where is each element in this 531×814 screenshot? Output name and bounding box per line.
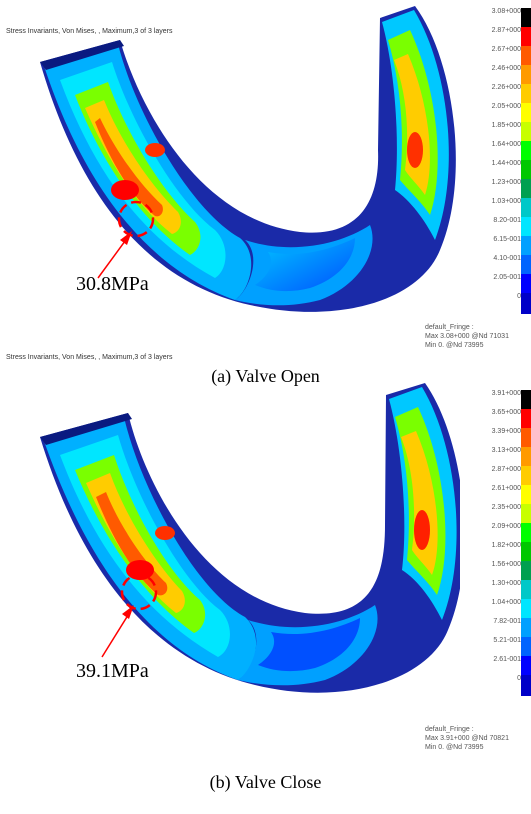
scale-row: 0 [460,675,531,696]
scale-row: 1.64+000 [460,141,531,162]
fringe-title: default_Fringe : [425,726,474,733]
scale-row: 1.82+000 [460,542,531,563]
scale-row: 5.21-001 [460,637,531,658]
scale-row: 3.65+000 [460,409,531,430]
caption: (b) Valve Close [209,772,322,792]
fringe-min: Min 0. @Nd 73995 [425,342,484,349]
plot-title: Stress Invariants, Von Mises, , Maximum,… [6,354,173,361]
annotation-marker [97,200,155,279]
scale-row: 3.91+000 [460,390,531,411]
fringe-info: default_Fringe : Max 3.91+000 @Nd 70821 … [425,725,509,752]
fringe-max: Max 3.91+000 @Nd 70821 [425,735,509,742]
plot-title: Stress Invariants, Von Mises, , Maximum,… [6,28,173,35]
fringe-max: Max 3.08+000 @Nd 71031 [425,333,509,340]
scale-row: 1.56+000 [460,561,531,582]
scale-row: 2.35+000 [460,504,531,525]
scale-row: 3.39+000 [460,428,531,449]
annotation-marker [101,573,158,658]
stress-contour-model [40,383,460,693]
scale-row: 0 [460,293,531,314]
scale-row: 1.04+000 [460,599,531,620]
scale-row: 2.67+000 [460,46,531,67]
fringe-title: default_Fringe : [425,324,474,331]
scale-row: 1.44+000 [460,160,531,181]
scale-row: 2.05+000 [460,103,531,124]
scale-row: 4.10-001 [460,255,531,276]
scale-row: 1.23+000 [460,179,531,200]
scale-row: 3.08+000 [460,8,531,29]
scale-row: 1.30+000 [460,580,531,601]
max-stress-label: 39.1MPa [76,660,149,682]
fringe-min: Min 0. @Nd 73995 [425,744,484,751]
scale-row: 2.26+000 [460,84,531,105]
scale-row: 2.87+000 [460,27,531,48]
scale-row: 2.87+000 [460,466,531,487]
scale-row: 1.03+000 [460,198,531,219]
panel-valve-open: Stress Invariants, Von Mises, , Maximum,… [0,0,531,400]
scale-row: 1.85+000 [460,122,531,143]
scale-row: 2.46+000 [460,65,531,86]
scale-row: 3.13+000 [460,447,531,468]
max-stress-label: 30.8MPa [76,273,149,295]
scale-row: 2.61-001 [460,656,531,677]
panel-valve-close: Stress Invariants, Von Mises, , Maximum,… [0,354,531,814]
scale-row: 2.09+000 [460,523,531,544]
scale-row: 2.05-001 [460,274,531,295]
scale-row: 8.20-001 [460,217,531,238]
stress-contour-model [40,6,456,312]
fringe-info: default_Fringe : Max 3.08+000 @Nd 71031 … [425,323,509,350]
scale-row: 7.82-001 [460,618,531,639]
caption: (a) Valve Open [211,366,320,386]
scale-row: 2.61+000 [460,485,531,506]
scale-row: 6.15-001 [460,236,531,257]
